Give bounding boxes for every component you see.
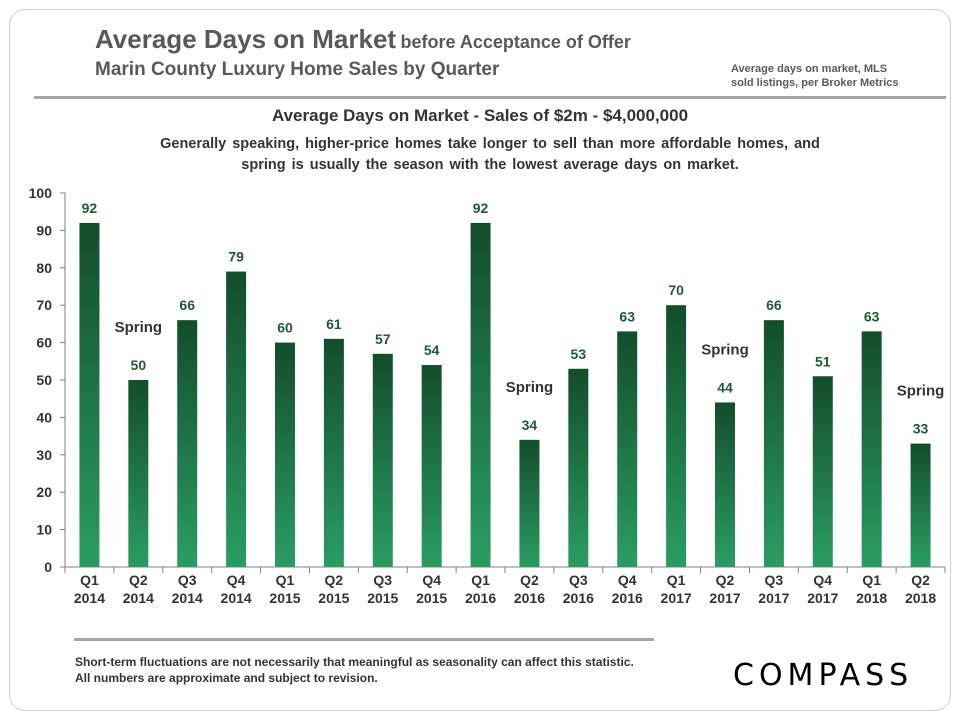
x-tick-label: 2015 (269, 590, 300, 606)
data-label: 51 (815, 353, 831, 369)
bar (763, 320, 784, 567)
y-tick-label: 40 (36, 409, 52, 425)
x-tick-label: 2015 (416, 590, 447, 606)
bar (421, 365, 442, 567)
data-label: 34 (522, 417, 538, 433)
chart-title: Average Days on Market - Sales of $2m - … (271, 106, 689, 125)
x-tick-label: 2017 (709, 590, 740, 606)
y-tick-label: 10 (36, 522, 52, 538)
data-label: 44 (717, 379, 733, 395)
x-tick-label: Q1 (276, 572, 295, 588)
y-tick-label: 0 (44, 559, 52, 575)
x-tick-label: Q4 (813, 572, 832, 588)
x-tick-label: Q1 (80, 572, 99, 588)
bar (177, 320, 198, 567)
x-tick-label: Q2 (129, 572, 148, 588)
x-tick-label: Q2 (716, 572, 735, 588)
x-tick-label: 2016 (612, 590, 643, 606)
title-rest: before Acceptance of Offer (400, 32, 631, 52)
header-divider (34, 96, 946, 99)
bar (910, 443, 931, 567)
data-label: 92 (473, 200, 489, 216)
data-label: 63 (619, 308, 635, 324)
x-tick-label: Q2 (520, 572, 539, 588)
data-label: 66 (179, 297, 195, 313)
x-tick-label: 2018 (905, 590, 936, 606)
bar (226, 271, 247, 567)
x-tick-label: 2016 (514, 590, 545, 606)
annotation-label: Spring (115, 319, 163, 336)
x-tick-label: Q4 (227, 572, 246, 588)
y-tick-label: 70 (36, 297, 52, 313)
bar (372, 353, 393, 567)
bar (617, 331, 638, 567)
bar (812, 376, 833, 567)
page-subtitle: Marin County Luxury Home Sales by Quarte… (95, 59, 500, 80)
page-title: Average Days on Market before Acceptance… (95, 24, 631, 55)
bar (861, 331, 882, 567)
x-tick-label: 2018 (856, 590, 887, 606)
data-label: 92 (82, 200, 98, 216)
bar (323, 338, 344, 567)
x-tick-label: 2017 (661, 590, 692, 606)
data-label: 60 (277, 320, 293, 336)
bar (519, 439, 540, 567)
data-label: 70 (668, 282, 684, 298)
bar (666, 305, 687, 567)
y-tick-label: 80 (36, 260, 52, 276)
y-tick-label: 100 (29, 185, 53, 201)
bar (275, 342, 295, 567)
x-tick-label: 2014 (74, 590, 105, 606)
x-tick-label: Q2 (325, 572, 344, 588)
annotation-label: Spring (506, 379, 554, 396)
source-note: Average days on market, MLS sold listing… (731, 63, 899, 89)
bar (715, 402, 735, 567)
data-label: 33 (913, 421, 929, 437)
x-tick-label: Q3 (765, 572, 784, 588)
data-label: 53 (571, 346, 587, 362)
data-label: 79 (228, 249, 244, 265)
annotation-label: Spring (701, 341, 749, 358)
x-tick-label: 2014 (172, 590, 203, 606)
annotation-label: Spring (897, 383, 945, 400)
x-tick-label: Q3 (178, 572, 197, 588)
x-tick-label: 2017 (758, 590, 789, 606)
x-tick-label: Q2 (911, 572, 930, 588)
x-tick-label: Q3 (373, 572, 392, 588)
y-tick-label: 30 (36, 447, 52, 463)
data-label: 63 (864, 308, 880, 324)
footer-divider (74, 638, 654, 641)
bar (79, 222, 100, 568)
x-tick-label: Q4 (422, 572, 441, 588)
y-tick-label: 20 (36, 484, 52, 500)
x-tick-label: Q4 (618, 572, 637, 588)
bar (470, 222, 491, 568)
x-tick-label: Q1 (862, 572, 881, 588)
y-tick-label: 60 (36, 335, 52, 351)
data-label: 50 (131, 357, 147, 373)
x-tick-label: Q1 (667, 572, 686, 588)
x-tick-label: 2016 (563, 590, 594, 606)
x-tick-label: 2015 (367, 590, 398, 606)
bar (568, 368, 589, 567)
y-tick-label: 90 (36, 222, 52, 238)
x-tick-label: 2016 (465, 590, 496, 606)
x-tick-label: Q3 (569, 572, 588, 588)
x-tick-label: 2014 (221, 590, 252, 606)
data-label: 61 (326, 316, 342, 332)
bar (128, 380, 149, 567)
footer-note: Short-term fluctuations are not necessar… (75, 655, 634, 685)
chart-subtitle: Generally speaking, higher-price homes t… (160, 136, 820, 173)
x-tick-label: 2017 (807, 590, 838, 606)
data-label: 66 (766, 297, 782, 313)
data-label: 57 (375, 331, 391, 347)
x-tick-label: 2014 (123, 590, 154, 606)
x-tick-label: Q1 (471, 572, 490, 588)
y-tick-label: 50 (36, 372, 52, 388)
compass-logo: COMPASS (733, 658, 914, 693)
x-tick-label: 2015 (318, 590, 349, 606)
title-main: Average Days on Market (95, 24, 397, 54)
data-label: 54 (424, 342, 440, 358)
